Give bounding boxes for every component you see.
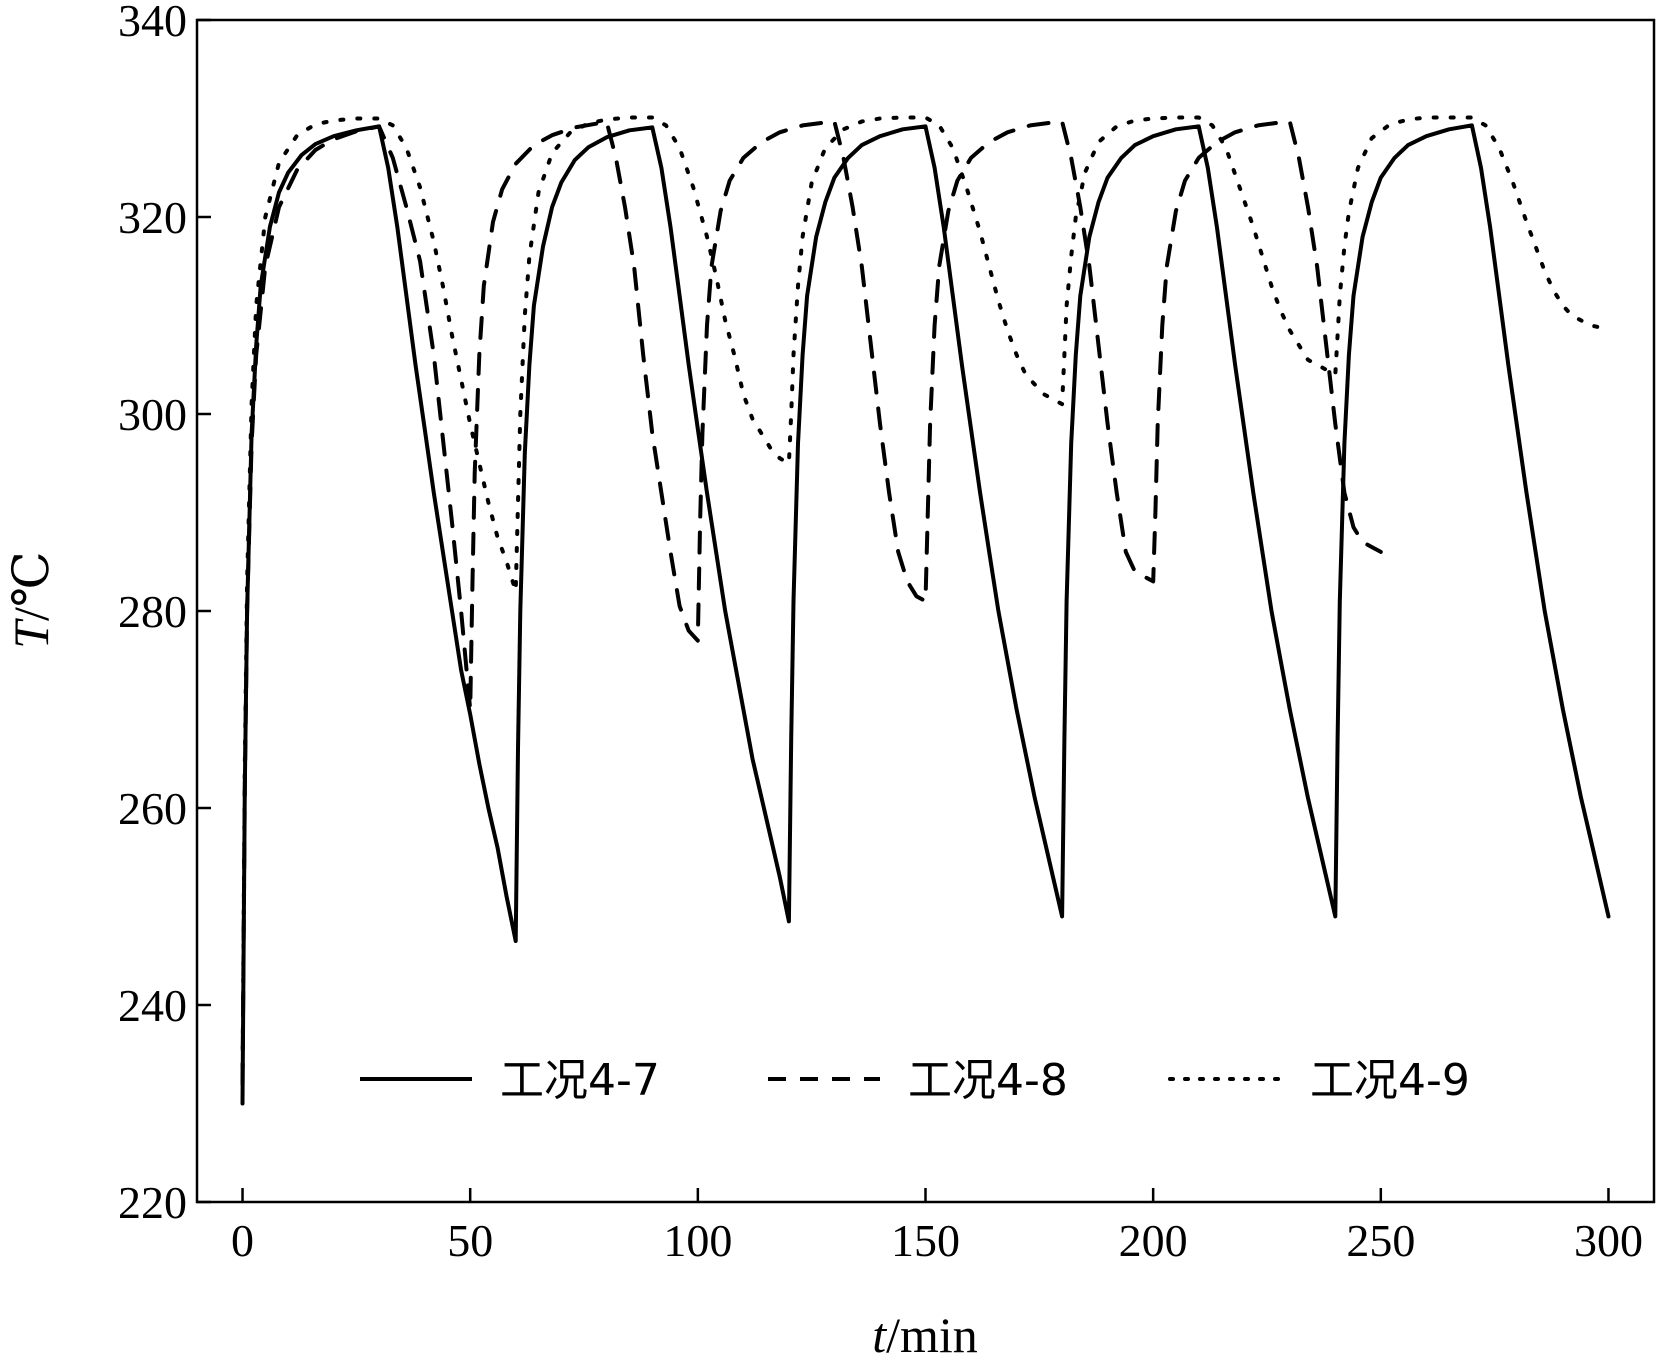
x-tick-label: 0 [231,1215,254,1266]
x-tick-label: 100 [663,1215,732,1266]
series-line-2 [240,119,1383,1086]
series-lines [240,115,1611,1106]
x-tick-label: 50 [447,1215,493,1266]
x-tick-label: 300 [1574,1215,1643,1266]
y-tick-label: 280 [118,586,187,637]
y-tick-label: 260 [118,783,187,834]
x-tick-label: 250 [1346,1215,1415,1266]
series-line-1 [240,123,1611,1106]
tick-labels: 0 50 100 150 200 250 300 220 240 260 280 300 320 340 [118,0,1643,1266]
y-tick-label: 300 [118,389,187,440]
y-tick-label: 340 [118,0,187,46]
legend-label-4-8: 工况4-8 [908,1055,1068,1106]
series-line-3 [240,115,1611,1086]
plot-frame [195,18,1656,1204]
y-tick-label: 320 [118,192,187,243]
x-axis-label: t/min [872,1307,978,1363]
y-axis-label: T/℃ [3,551,59,649]
legend-label-4-7: 工况4-7 [500,1055,660,1106]
y-tick-label: 220 [118,1177,187,1228]
axis-ticks [197,18,1610,1204]
y-tick-label: 240 [118,980,187,1031]
x-tick-label: 150 [891,1215,960,1266]
legend-label-4-9: 工况4-9 [1310,1055,1470,1106]
legend: 工况4-7 工况4-8 工况4-9 [360,1055,1470,1106]
x-tick-label: 200 [1119,1215,1188,1266]
